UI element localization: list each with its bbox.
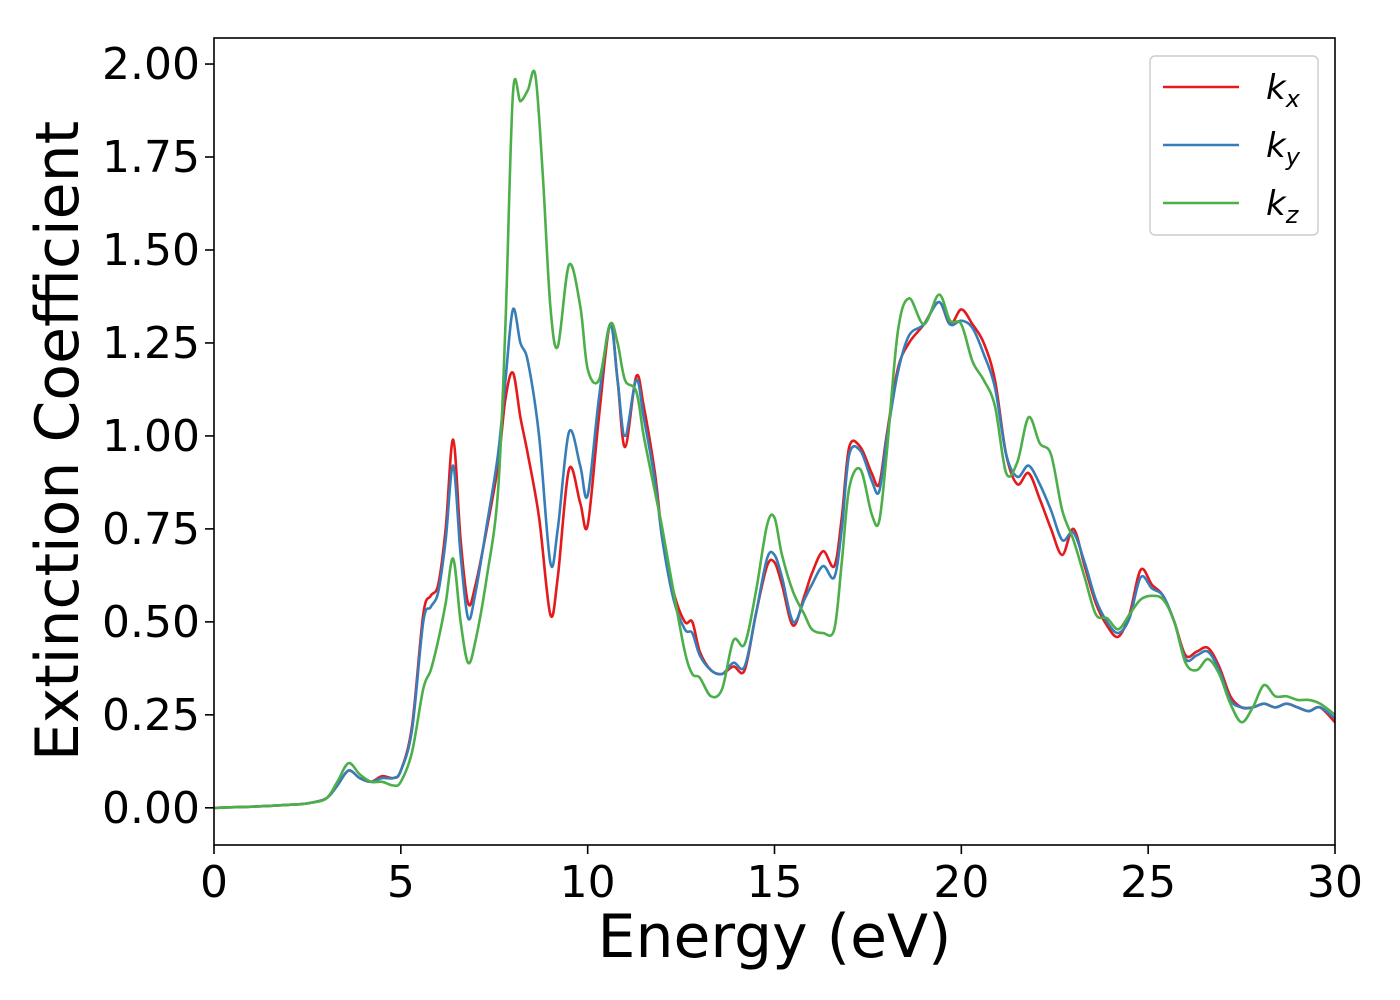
plot-area [214,38,1335,845]
y-tick-label: 1.25 [102,318,200,369]
y-tick-label: 1.50 [102,225,200,276]
y-tick-label: 1.00 [102,411,200,462]
x-tick-label: 10 [560,857,616,908]
x-tick-label: 0 [200,857,228,908]
y-axis: 0.00 0.25 0.50 0.75 1.00 1.25 1.50 1.75 2.00 [102,39,214,834]
y-tick-label: 0.00 [102,783,200,834]
legend-label-x: kx [1266,68,1301,113]
y-tick-label: 0.50 [102,597,200,648]
series-line-y [214,300,1335,810]
y-tick-label: 0.25 [102,690,200,741]
legend-label-y: ky [1266,126,1301,171]
legend-label-z: kz [1266,184,1300,229]
x-tick-label: 20 [933,857,989,908]
series-layer [214,69,1335,810]
y-tick-label: 0.75 [102,504,200,555]
series-line-x [214,300,1335,810]
y-tick-label: 1.75 [102,132,200,183]
x-tick-label: 15 [747,857,803,908]
series-line-z [214,69,1335,810]
y-axis-title: Extinction Coefficient [23,121,93,761]
x-tick-label: 5 [387,857,415,908]
x-axis-title: Energy (eV) [598,902,952,972]
y-tick-label: 2.00 [102,39,200,90]
x-tick-label: 25 [1120,857,1176,908]
x-axis: 0 5 10 15 20 25 30 [200,845,1363,908]
legend: kx ky kz [1149,55,1319,236]
x-tick-label: 30 [1307,857,1363,908]
